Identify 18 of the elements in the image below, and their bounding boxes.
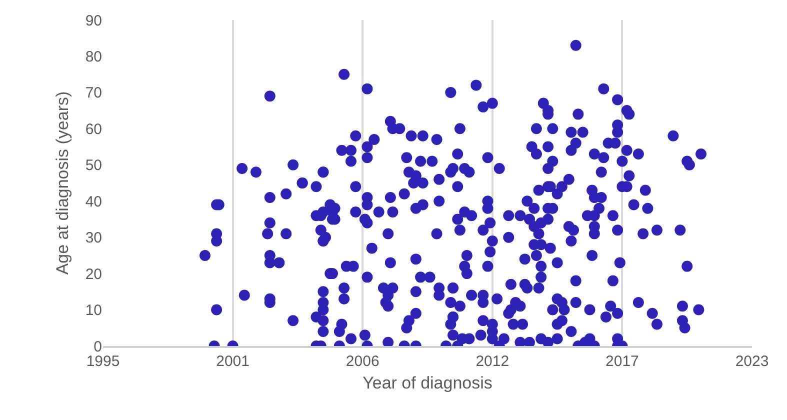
y-tick-label: 60 bbox=[85, 120, 102, 138]
y-tick-label: 90 bbox=[85, 12, 102, 30]
x-tick-label: 2017 bbox=[606, 352, 639, 370]
x-tick-label: 2006 bbox=[346, 352, 380, 370]
y-axis-title: Age at diagnosis (years) bbox=[52, 91, 72, 275]
y-tick-label: 40 bbox=[85, 193, 102, 210]
y-tick-label: 20 bbox=[85, 266, 102, 283]
x-axis-title: Year of diagnosis bbox=[362, 374, 492, 393]
x-tick-label: 1995 bbox=[86, 352, 120, 370]
x-tick-label: 2023 bbox=[735, 352, 769, 370]
y-tick-label: 10 bbox=[85, 302, 102, 320]
y-tick-label: 0 bbox=[94, 338, 102, 356]
x-tick-label: 2001 bbox=[216, 352, 250, 370]
x-tick-label: 2012 bbox=[476, 352, 510, 370]
y-tick-label: 30 bbox=[85, 230, 102, 247]
y-tick-label: 80 bbox=[85, 48, 102, 66]
y-tick-label: 50 bbox=[85, 157, 102, 174]
y-tick-label: 70 bbox=[85, 84, 102, 102]
